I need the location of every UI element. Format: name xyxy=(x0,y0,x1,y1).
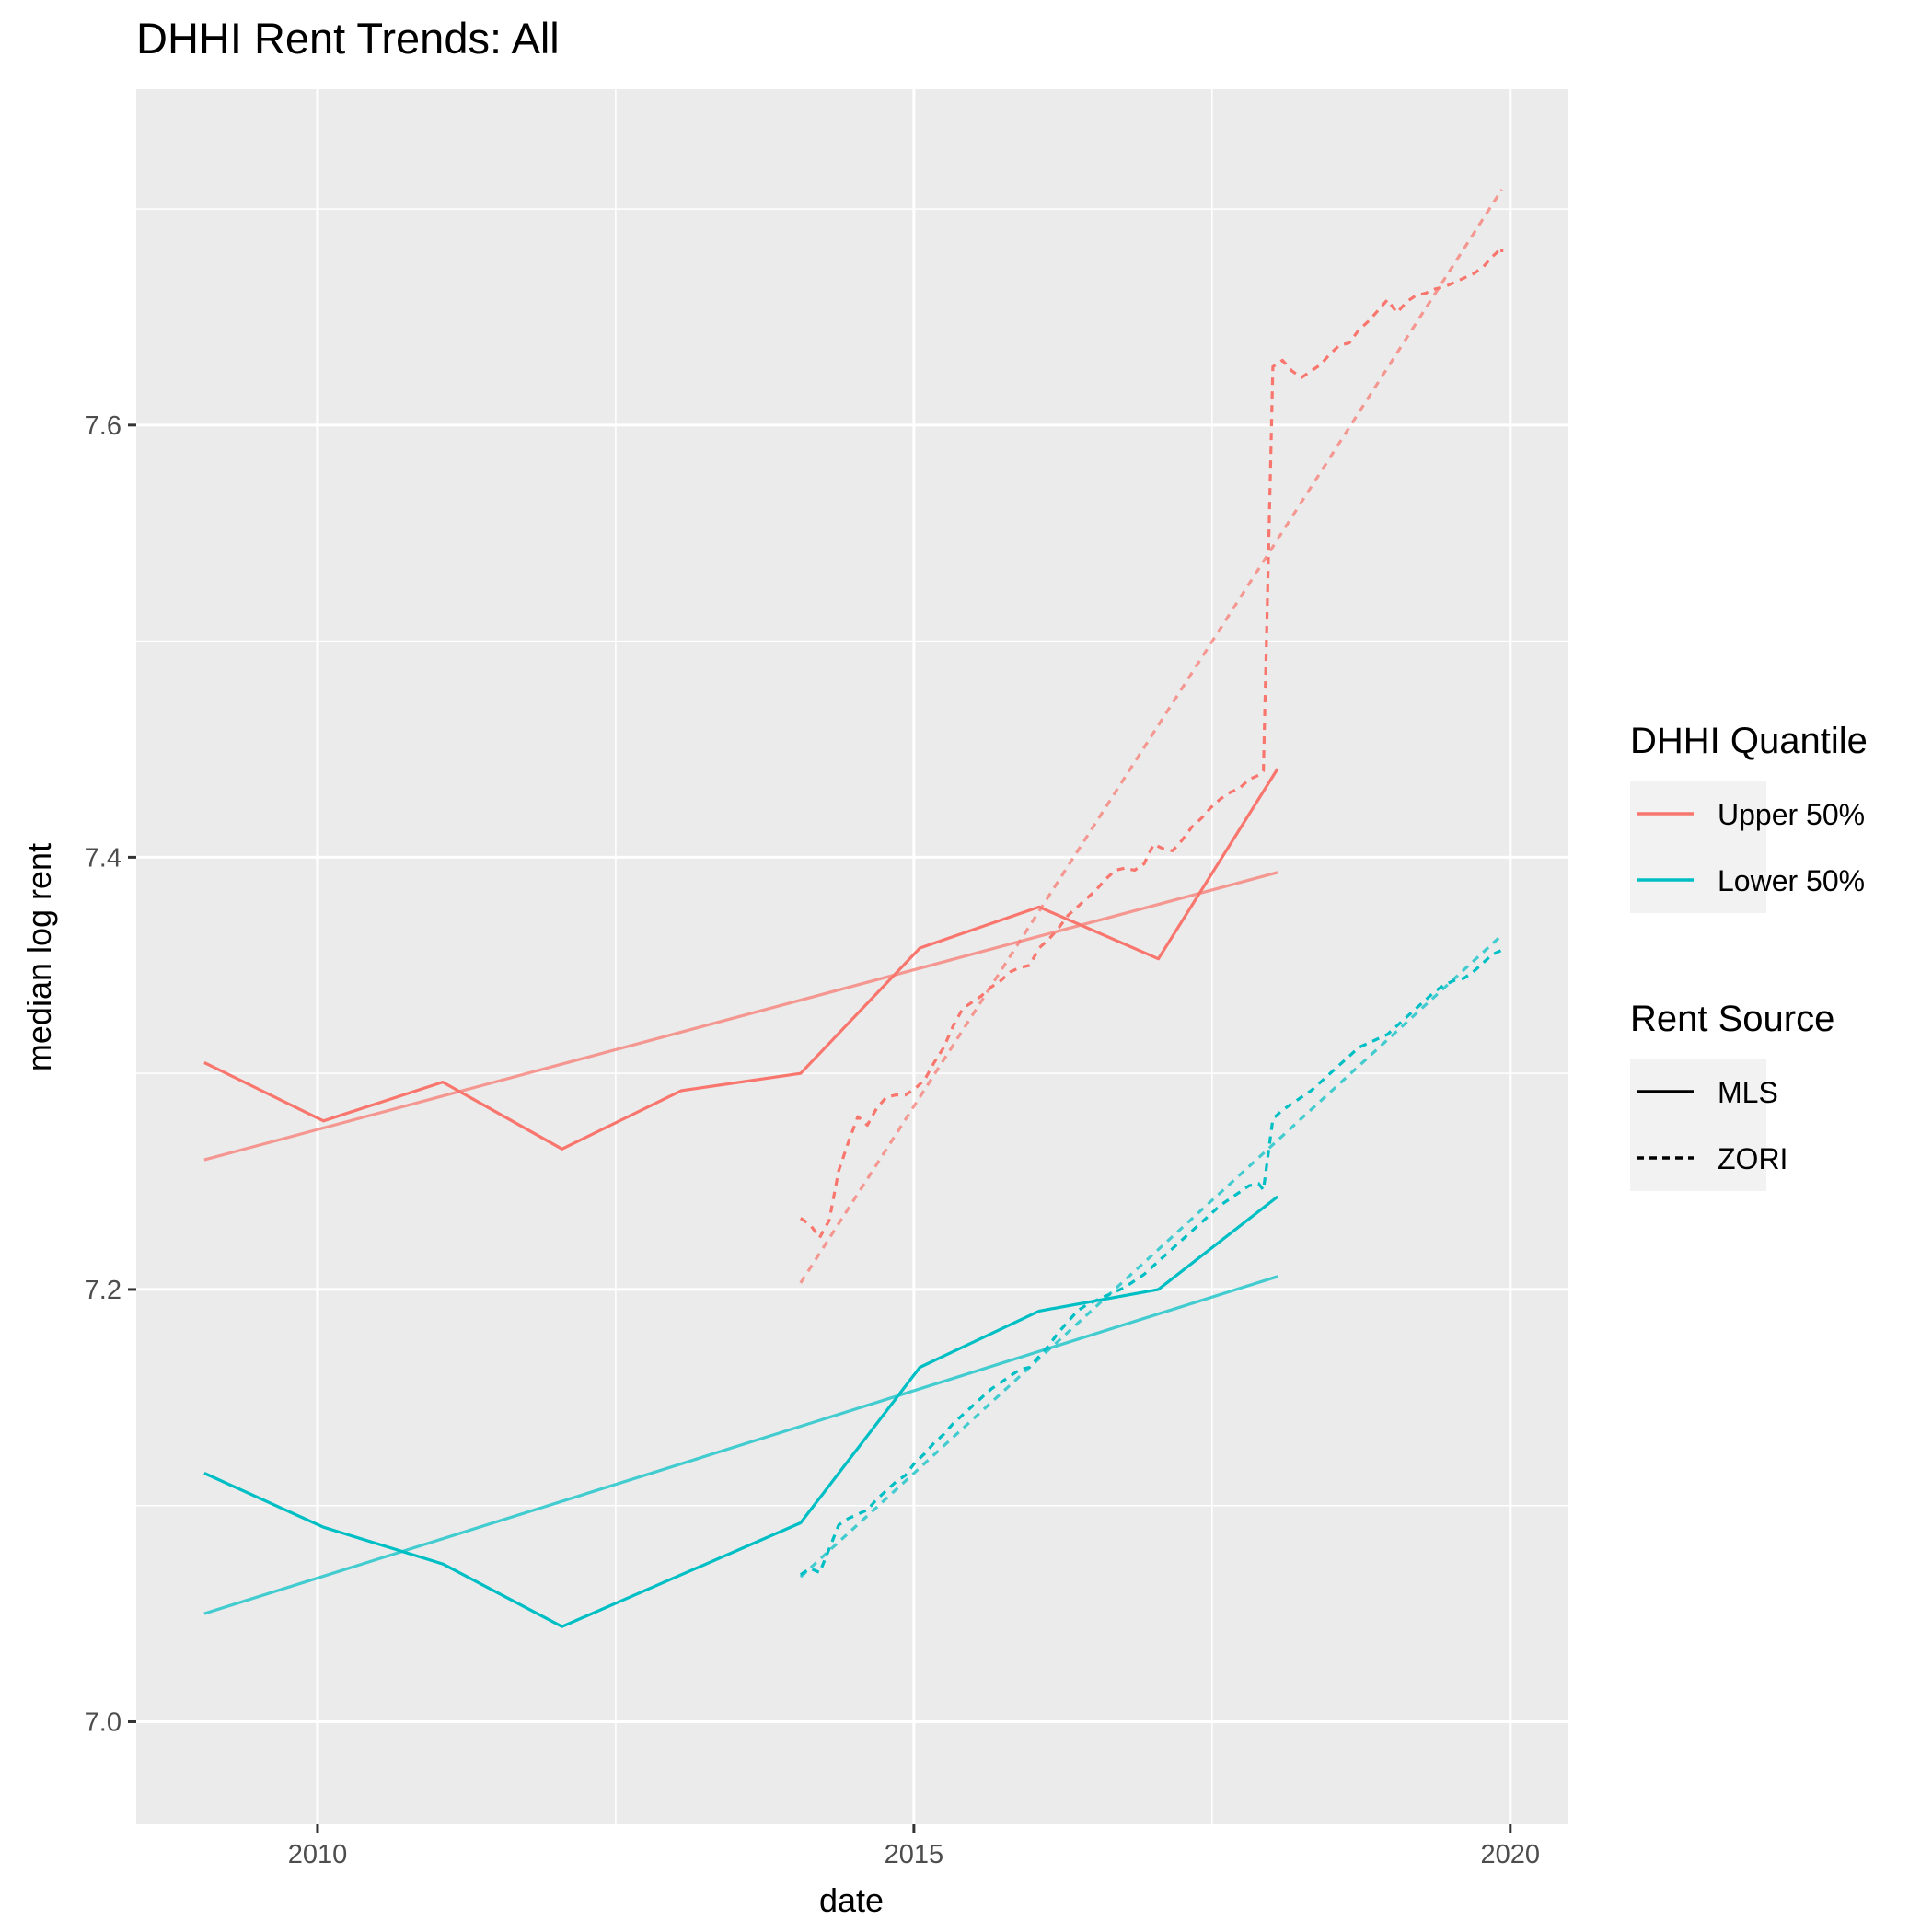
chart-title: DHHI Rent Trends: All xyxy=(136,14,560,63)
minor-gridlines xyxy=(136,89,1568,1824)
legend-label-lower-50: Lower 50% xyxy=(1718,864,1865,897)
series-upper-50-zori-trend xyxy=(799,189,1504,1284)
y-axis-title: median log rent xyxy=(20,843,58,1071)
x-tick-label: 2015 xyxy=(885,1840,944,1869)
series-lower-50-mls-data xyxy=(203,1195,1279,1628)
legend-label-upper-50: Upper 50% xyxy=(1718,798,1865,831)
legend-color-title: DHHI Quantile xyxy=(1630,721,1868,761)
y-tick-label: 7.6 xyxy=(85,411,121,441)
y-tick-label: 7.4 xyxy=(85,843,121,873)
legend-linetype-key-background xyxy=(1630,1059,1766,1191)
legend: DHHI Quantile Upper 50% Lower 50% Rent S… xyxy=(1630,721,1868,1191)
series-upper-50-zori-data xyxy=(799,246,1504,1240)
major-gridlines xyxy=(136,89,1568,1824)
y-axis: 7.0 7.2 7.4 7.6 xyxy=(85,411,136,1737)
legend-color-key-background xyxy=(1630,781,1766,913)
x-axis-title: date xyxy=(819,1881,884,1919)
legend-label-zori: ZORI xyxy=(1718,1142,1787,1175)
series-upper-50-mls-data xyxy=(203,768,1279,1151)
legend-label-mls: MLS xyxy=(1718,1076,1778,1109)
y-tick-label: 7.2 xyxy=(85,1276,121,1305)
series-layer xyxy=(203,189,1504,1628)
x-tick-label: 2010 xyxy=(288,1840,348,1869)
legend-linetype-title: Rent Source xyxy=(1630,999,1834,1039)
series-lower-50-zori-trend xyxy=(799,933,1503,1579)
series-lower-50-zori-data xyxy=(799,948,1503,1577)
y-tick-label: 7.0 xyxy=(85,1707,121,1737)
series-lower-50-mls-trend xyxy=(203,1275,1278,1615)
x-axis: 2010 2015 2020 xyxy=(288,1824,1540,1869)
x-tick-label: 2020 xyxy=(1481,1840,1541,1869)
series-upper-50-mls-trend xyxy=(203,871,1278,1162)
plot-panel xyxy=(136,89,1568,1824)
